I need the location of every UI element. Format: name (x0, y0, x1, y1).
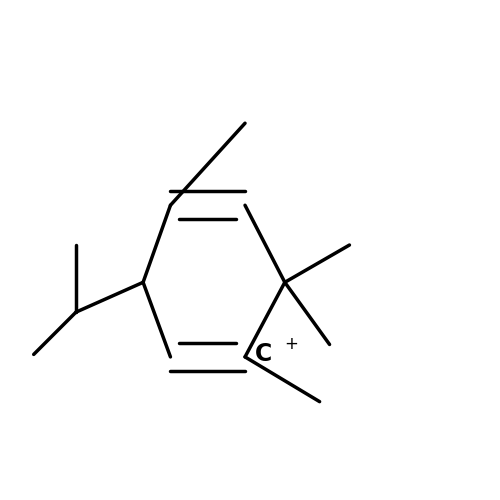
Text: C: C (255, 342, 272, 366)
Text: +: + (284, 336, 298, 353)
